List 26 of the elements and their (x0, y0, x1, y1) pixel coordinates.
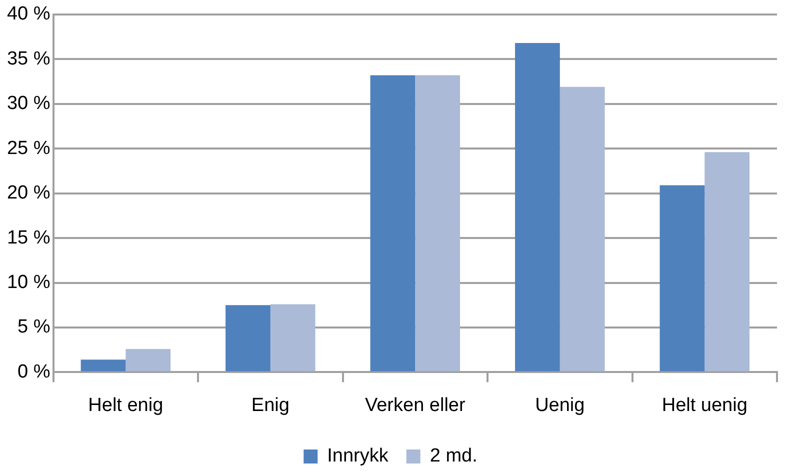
bar (660, 185, 705, 372)
y-tick-label: 10 % (6, 272, 50, 293)
y-tick-label: 30 % (6, 93, 50, 114)
bar (270, 304, 316, 372)
y-tick-label: 35 % (6, 48, 50, 70)
y-tick-label: 25 % (6, 138, 50, 159)
x-tick-label: Helt uenig (662, 394, 748, 416)
bar (704, 152, 750, 372)
y-tick-label: 15 % (6, 227, 50, 248)
x-tick-label: Uenig (535, 394, 585, 416)
bar (560, 86, 605, 372)
bar (126, 348, 171, 372)
x-tick-label: Helt enig (88, 394, 164, 416)
bar (80, 360, 126, 372)
x-tick-label: Verken eller (364, 394, 466, 416)
bar (515, 43, 560, 372)
legend-label: 2 md. (430, 446, 478, 467)
y-tick-label: 40 % (6, 4, 50, 25)
legend-label: Innrykk (327, 446, 389, 467)
y-tick-label: 0 % (18, 361, 50, 382)
bar (226, 305, 270, 372)
y-tick-label: 5 % (18, 316, 50, 338)
y-tick-label: 20 % (6, 182, 50, 204)
bar (415, 75, 460, 372)
x-tick-label: Enig (251, 394, 290, 416)
bar (370, 75, 416, 372)
